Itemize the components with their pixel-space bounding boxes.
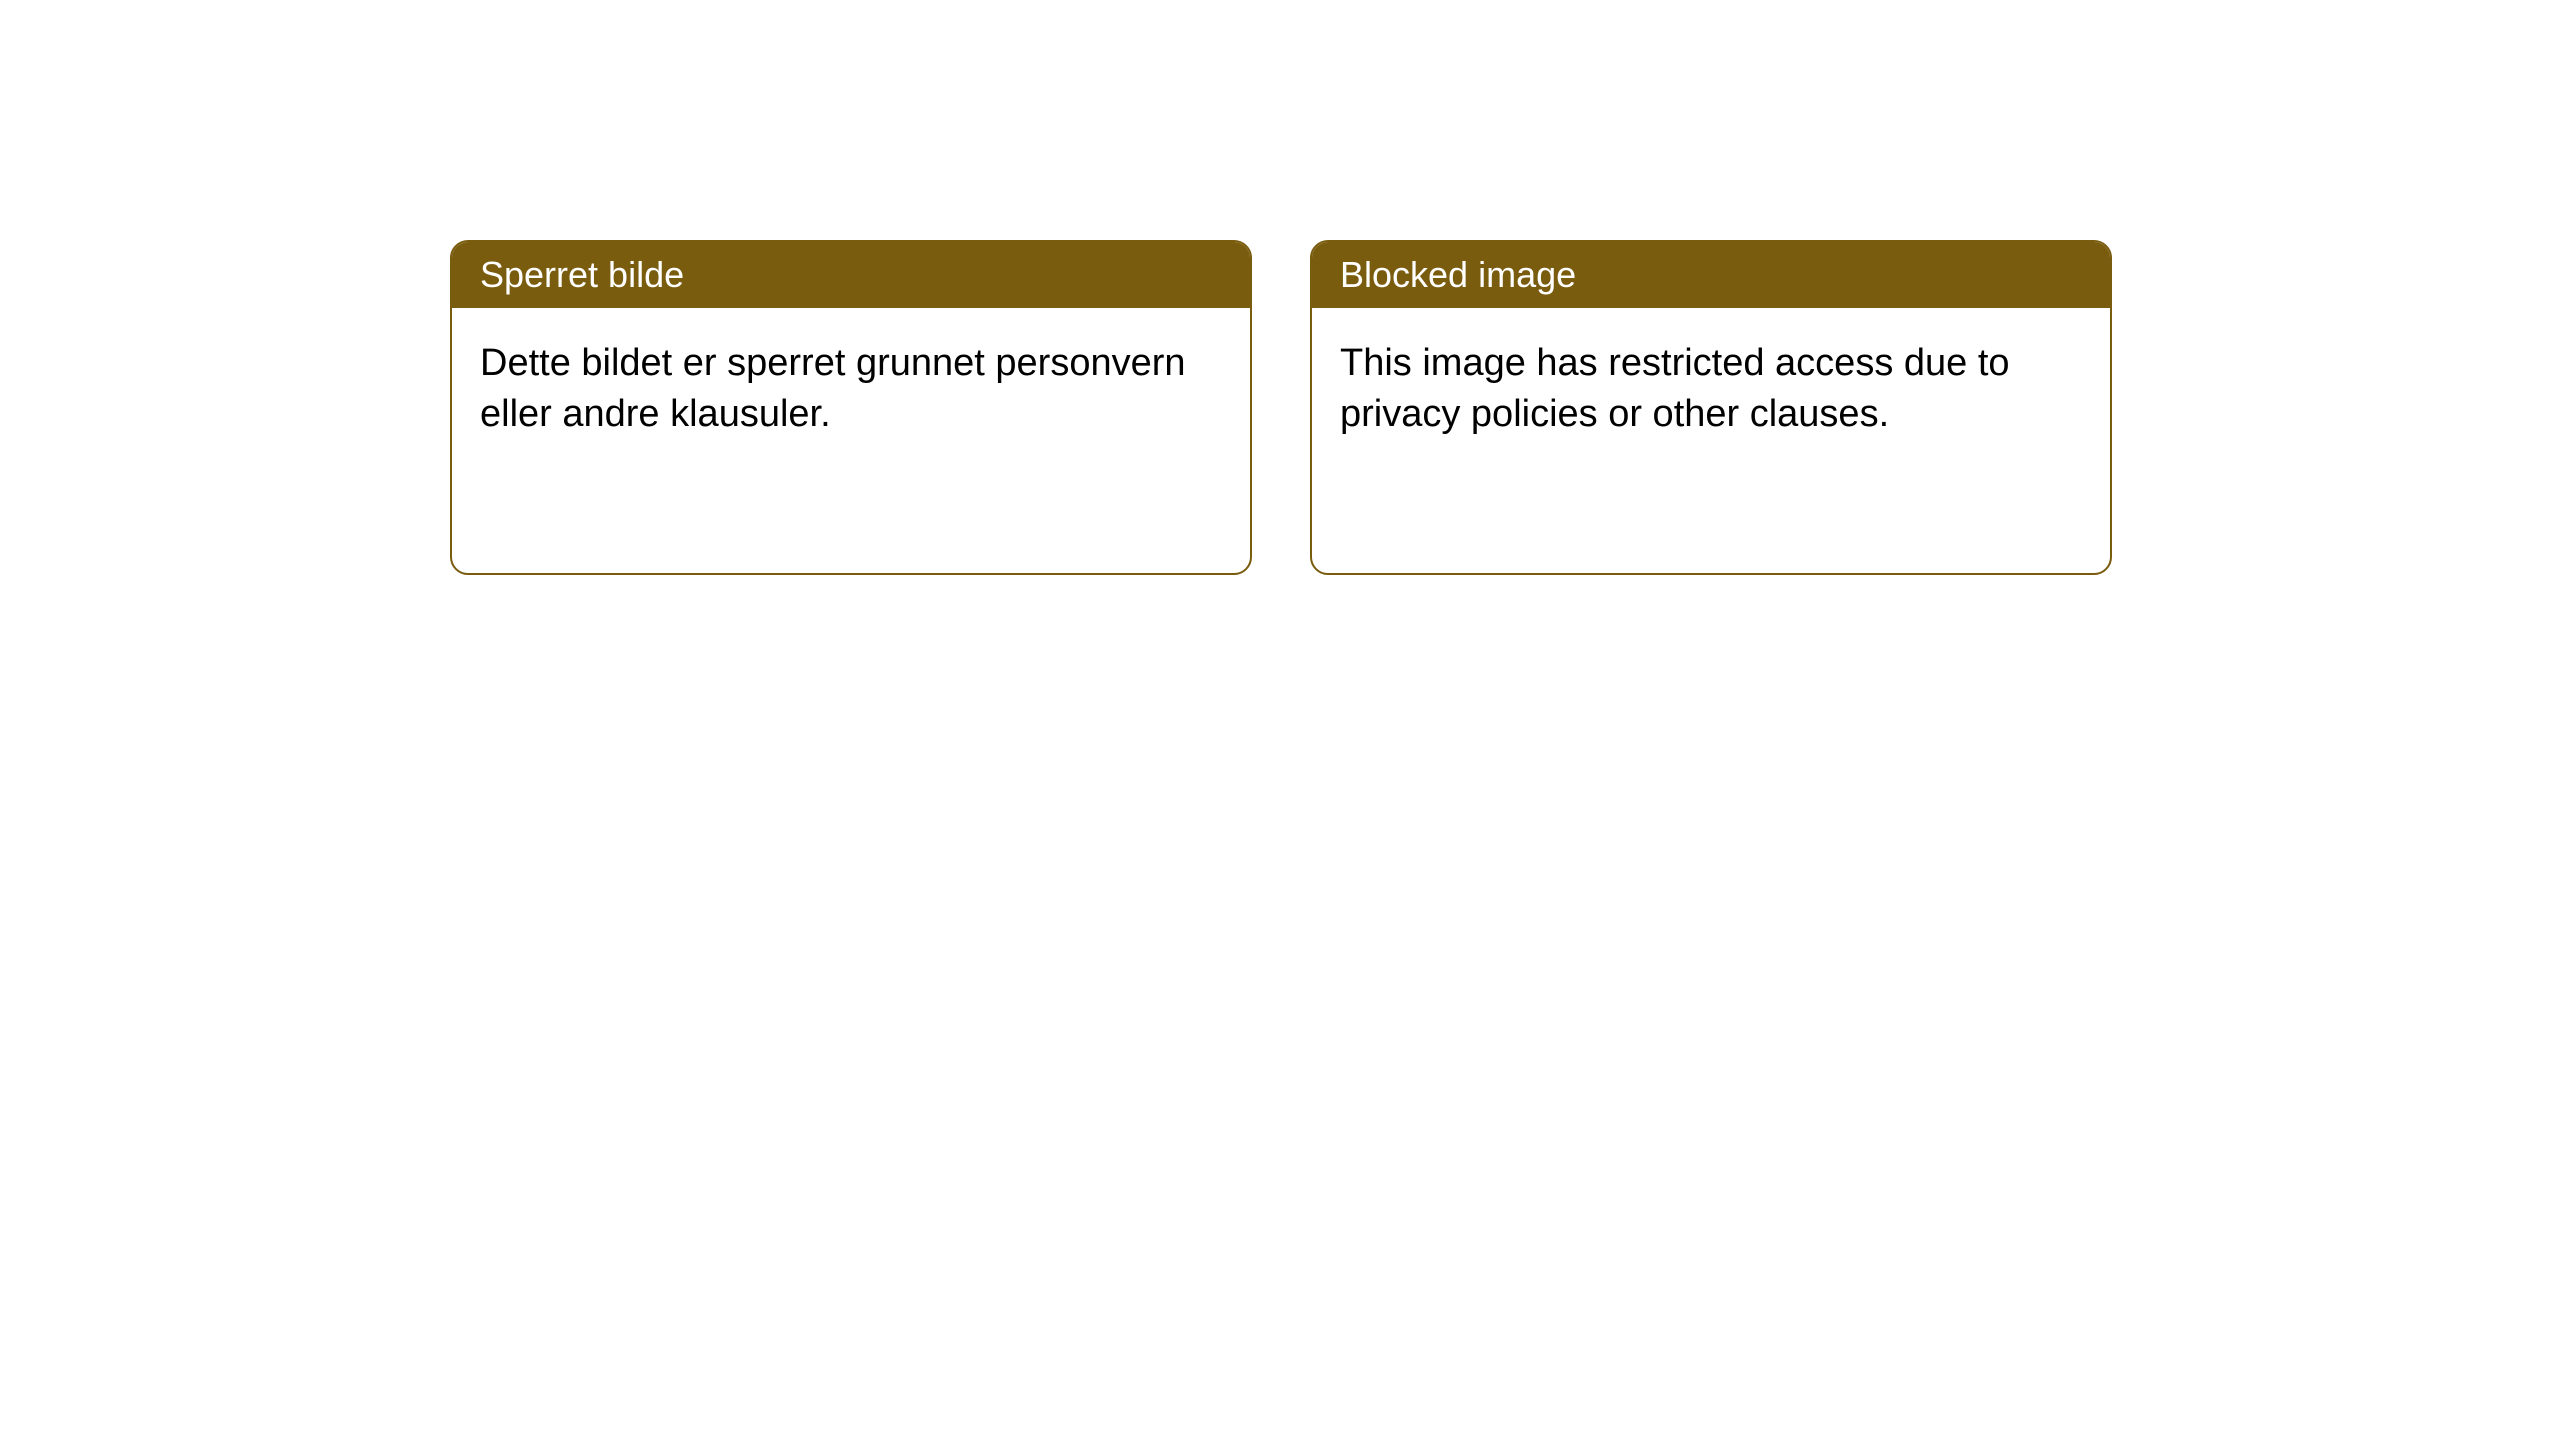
- notice-container: Sperret bilde Dette bildet er sperret gr…: [0, 0, 2560, 575]
- notice-card-no: Sperret bilde Dette bildet er sperret gr…: [450, 240, 1252, 575]
- notice-body-no: Dette bildet er sperret grunnet personve…: [452, 308, 1250, 471]
- notice-body-en: This image has restricted access due to …: [1312, 308, 2110, 471]
- notice-header-no: Sperret bilde: [452, 242, 1250, 308]
- notice-header-en: Blocked image: [1312, 242, 2110, 308]
- notice-card-en: Blocked image This image has restricted …: [1310, 240, 2112, 575]
